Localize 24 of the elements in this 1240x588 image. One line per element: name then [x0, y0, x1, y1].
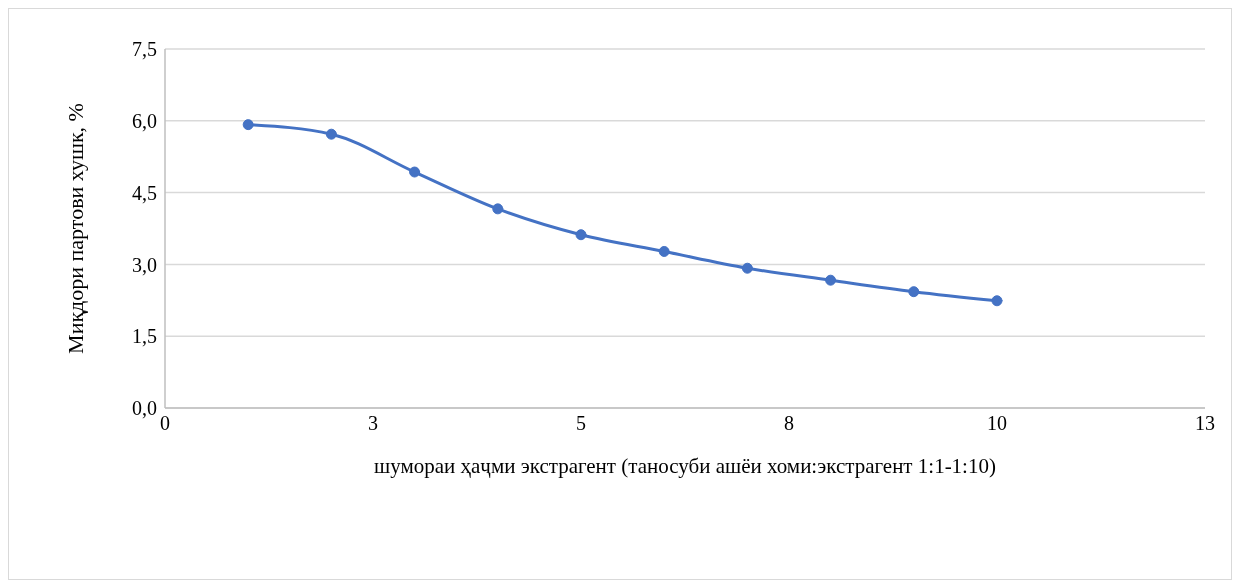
- point: [492, 203, 504, 215]
- x-axis-title: шумораи ҳаҷми экстрагент (таносуби ашёи хоми:экстрагент 1:1-1:10): [374, 454, 996, 478]
- point: [409, 166, 421, 178]
- point: [908, 286, 920, 298]
- point: [575, 229, 587, 241]
- point: [242, 119, 254, 131]
- y-tick-label: 7,5: [132, 38, 157, 61]
- point: [658, 245, 670, 257]
- x-tick-label: 13: [1195, 412, 1215, 435]
- point: [825, 274, 837, 286]
- point: [325, 128, 337, 140]
- x-tick-label: 3: [368, 412, 378, 435]
- x-tick-label: 0: [160, 412, 170, 435]
- y-tick-label: 1,5: [132, 325, 157, 348]
- x-tick-label: 5: [576, 412, 586, 435]
- x-tick-label: 8: [784, 412, 794, 435]
- point: [991, 295, 1003, 307]
- y-tick-label: 0,0: [132, 397, 157, 420]
- x-tick-label: 10: [987, 412, 1007, 435]
- y-tick-label: 6,0: [132, 109, 157, 132]
- y-tick-label: 4,5: [132, 181, 157, 204]
- y-axis-title: Миқдори партови хушк, %: [62, 103, 88, 354]
- point: [741, 262, 753, 274]
- y-tick-label: 3,0: [132, 253, 157, 276]
